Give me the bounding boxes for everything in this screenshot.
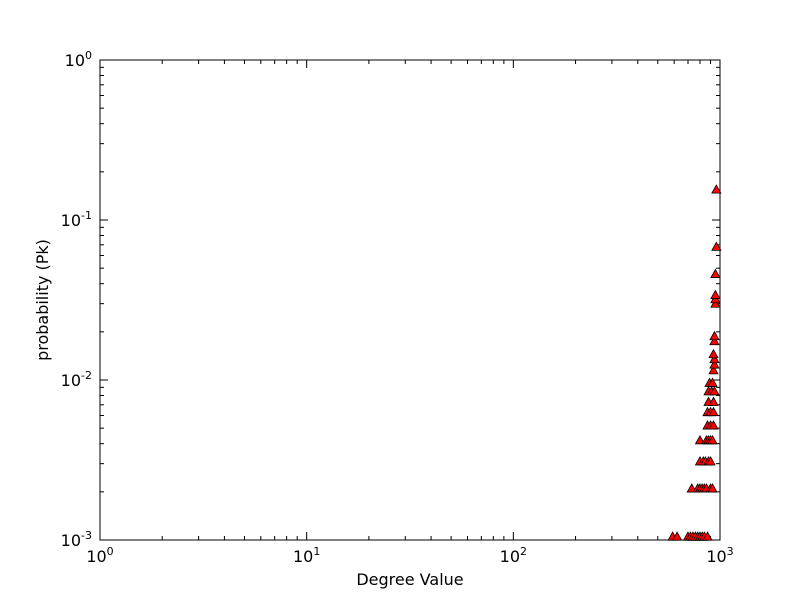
triangle-marker [707, 377, 718, 387]
x-tick-label: 100 [86, 545, 113, 566]
triangle-marker [709, 335, 720, 346]
triangle-marker [710, 289, 721, 299]
x-tick-label-base: 10 [293, 547, 313, 566]
triangle-marker [708, 420, 719, 430]
y-tick-label: 10-1 [61, 209, 92, 230]
triangle-marker [709, 385, 720, 396]
x-axis-ticks: 100 101 102 103 [86, 60, 734, 566]
triangle-marker [702, 531, 713, 541]
y-tick-label-base: 10 [65, 51, 85, 70]
y-tick-label-base: 10 [61, 211, 81, 230]
data-points [667, 184, 722, 541]
plot-area [99, 59, 721, 541]
triangle-marker [709, 359, 720, 369]
y-tick-label-base: 10 [61, 531, 81, 550]
x-tick-label-base: 10 [706, 547, 726, 566]
triangle-marker [710, 298, 721, 308]
x-tick-label: 103 [706, 545, 733, 566]
x-tick-label-exponent: 0 [107, 545, 114, 558]
x-tick-label-exponent: 3 [727, 545, 734, 558]
triangle-marker [671, 531, 683, 541]
y-axis-label: probability (Pk) [33, 239, 52, 361]
x-tick-label-exponent: 1 [313, 545, 320, 558]
y-tick-label: 10-3 [61, 529, 92, 550]
x-tick-label: 102 [500, 545, 527, 566]
y-tick-label-exponent: -2 [81, 369, 92, 382]
triangle-marker [694, 434, 706, 445]
triangle-marker [709, 330, 720, 341]
y-tick-label-exponent: 0 [85, 49, 92, 62]
triangle-marker [708, 364, 719, 375]
triangle-marker [708, 406, 719, 417]
triangle-marker [705, 456, 716, 466]
x-tick-label-exponent: 2 [520, 545, 527, 558]
triangle-marker [711, 184, 722, 194]
triangle-marker [707, 483, 718, 493]
triangle-marker [708, 348, 719, 359]
x-tick-label: 101 [293, 545, 320, 566]
y-tick-label-exponent: -1 [81, 209, 92, 222]
y-tick-label: 10-2 [61, 369, 92, 390]
x-tick-label-base: 10 [500, 547, 520, 566]
triangle-marker [707, 434, 718, 445]
y-tick-label-exponent: -3 [81, 529, 92, 542]
y-tick-label-base: 10 [61, 371, 81, 390]
x-tick-label-base: 10 [86, 547, 106, 566]
x-axis-label: Degree Value [356, 570, 463, 589]
triangle-marker [709, 353, 720, 364]
triangle-marker [710, 268, 721, 278]
triangle-marker [708, 396, 719, 406]
y-tick-label: 100 [65, 49, 92, 70]
triangle-marker [711, 241, 722, 251]
